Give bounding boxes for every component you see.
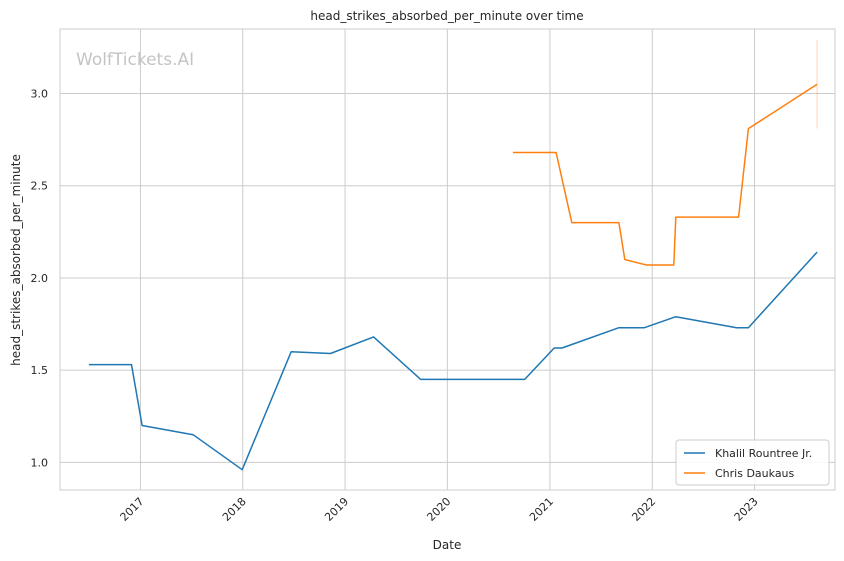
plot-area-frame — [59, 28, 836, 491]
legend-box — [675, 439, 830, 486]
watermark: WolfTickets.AI — [76, 50, 194, 70]
x-tick-label: 2018 — [220, 495, 249, 524]
legend-label-chris-daukaus: Chris Daukaus — [715, 467, 795, 480]
x-tick-label: 2017 — [118, 495, 147, 524]
y-tick-label: 1.0 — [31, 456, 49, 469]
x-tick-label: 2022 — [629, 495, 658, 524]
chart-title: head_strikes_absorbed_per_minute over ti… — [310, 9, 583, 23]
legend-label-khalil-rountree-jr: Khalil Rountree Jr. — [715, 447, 812, 460]
y-tick-label: 3.0 — [31, 88, 49, 101]
legend: Khalil Rountree Jr. Chris Daukaus — [675, 439, 830, 486]
series-line-chris-daukaus — [512, 83, 818, 266]
x-tick-label: 2020 — [424, 495, 453, 524]
series-lines — [88, 40, 818, 471]
x-tick-label: 2019 — [322, 495, 351, 524]
y-axis-ticks: 1.0 1.5 2.0 2.5 3.0 — [31, 88, 49, 470]
x-tick-label: 2021 — [527, 495, 556, 524]
series-line-khalil-rountree-jr — [88, 251, 818, 471]
y-tick-label: 2.5 — [31, 180, 49, 193]
x-axis-ticks: 2017 2018 2019 2020 2021 2022 2023 — [118, 495, 761, 524]
x-tick-label: 2023 — [732, 495, 761, 524]
y-tick-label: 1.5 — [31, 364, 49, 377]
grid-lines — [60, 29, 835, 490]
x-axis-title: Date — [433, 538, 462, 552]
y-tick-label: 2.0 — [31, 272, 49, 285]
y-axis-title: head_strikes_absorbed_per_minute — [9, 154, 23, 366]
